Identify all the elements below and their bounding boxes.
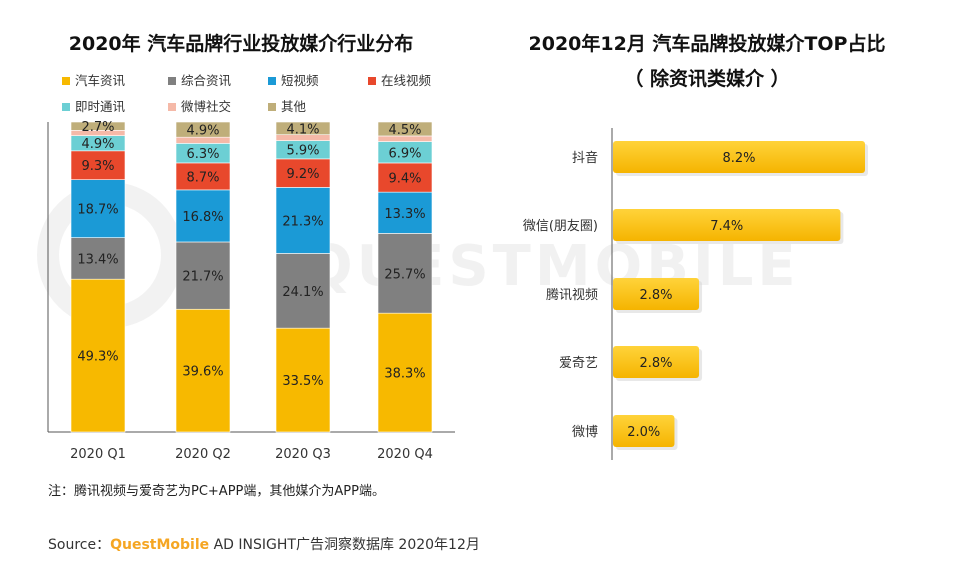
source-prefix: Source： [48,537,111,553]
x-tick-label-2: 2020 Q2 [175,447,231,462]
segment-label-q1-s3: 18.7% [77,203,118,218]
bar-segment-q3-s2 [275,253,331,329]
segment-label-q2-s4: 8.7% [186,170,219,185]
segment-label-q4-s3: 13.3% [384,207,425,222]
legend-swatch-2 [168,77,176,85]
x-tick-label-1: 2020 Q1 [70,447,126,462]
segment-label-q1-s2: 13.4% [77,252,118,267]
segment-label-q3-s7: 4.1% [286,122,319,137]
source-line: Source：QuestMobile AD INSIGHT广告洞察数据库 202… [48,534,480,554]
right-chart-title-line1: 2020年12月 汽车品牌投放媒介TOP占比 [529,32,886,55]
legend-swatch-3 [268,77,276,85]
segment-label-q1-s4: 9.3% [81,159,114,174]
bar-segment-q4-s3 [377,191,433,234]
bar-segment-q1-s7 [70,121,126,131]
bar-segment-q2-s4 [175,162,231,191]
segment-label-q2-s2: 21.7% [182,270,223,285]
segment-label-q2-s3: 16.8% [182,210,223,225]
segment-label-q2-s1: 39.6% [182,365,223,380]
segment-label-q1-s5: 4.9% [81,137,114,152]
horizontal-bar-chart: 8.2% 抖音 7.4% 微信(朋友圈) 2.8% 腾讯视频 2.8% 爱奇艺 2.0% 微博 [523,128,868,460]
bar-segment-q3-s7 [275,121,331,136]
hbar-value-2: 7.4% [710,219,743,234]
bar-segment-q4-s4 [377,162,433,193]
segment-label-q4-s7: 4.5% [388,123,421,138]
legend-label-7: 其他 [281,99,307,114]
legend-swatch-1 [62,77,70,85]
legend-label-1: 汽车资讯 [75,73,126,88]
hbar-value-3: 2.8% [640,288,673,303]
x-tick-label-3: 2020 Q3 [275,447,331,462]
legend-swatch-4 [368,77,376,85]
segment-label-q1-s1: 49.3% [77,350,118,365]
hbar-value-4: 2.8% [640,356,673,371]
legend-swatch-5 [62,103,70,111]
hbar-4 [613,346,700,378]
hbar-category-4: 爱奇艺 [559,355,598,371]
bar-segment-q2-s7 [175,121,231,138]
hbar-category-1: 抖音 [572,150,598,166]
bar-segment-q4-s7 [377,121,433,137]
source-brand: QuestMobile [110,537,210,553]
bar-segment-q3-s1 [275,327,331,433]
segment-label-q3-s5: 5.9% [286,144,319,159]
bar-segment-q1-s1 [70,278,126,433]
segment-label-q3-s4: 9.2% [286,167,319,182]
hbar-category-5: 微博 [572,425,598,440]
hbar-value-1: 8.2% [722,151,755,166]
hbar-value-5: 2.0% [627,425,660,440]
bar-segment-q3-s3 [275,187,331,254]
legend-swatch-7 [268,103,276,111]
segment-label-q4-s5: 6.9% [388,146,421,161]
legend-label-2: 综合资讯 [181,73,232,88]
footnote: 注：腾讯视频与爱奇艺为PC+APP端，其他媒介为APP端。 [48,484,385,499]
hbar-category-3: 腾讯视频 [546,287,598,303]
stacked-bar-chart: 49.3% 13.4% 18.7% 9.3% 4.9% 2.7% 2020 Q1 39.6% 2… [47,120,455,462]
x-tick-label-4: 2020 Q4 [377,447,433,462]
segment-label-q4-s4: 9.4% [388,172,421,187]
bar-segment-q1-s3 [70,179,126,238]
legend-label-3: 短视频 [281,73,319,88]
bar-segment-q1-s2 [70,237,126,280]
legend-label-6: 微博社交 [181,99,231,114]
bar-segment-q2-s3 [175,189,231,243]
hbar-category-2: 微信(朋友圈) [523,218,598,234]
bar-segment-q1-s4 [70,150,126,180]
segment-label-q3-s1: 33.5% [282,374,323,389]
bar-segment-q2-s2 [175,241,231,310]
segment-label-q1-s7: 2.7% [81,120,114,135]
hbar-2 [613,209,841,241]
source-suffix: AD INSIGHT广告洞察数据库 2020年12月 [209,537,480,553]
legend-label-4: 在线视频 [381,73,432,88]
right-chart-title-line2: （ 除资讯类媒介 ） [624,67,789,90]
bar-segment-q2-s1 [175,308,231,433]
hbar-5 [613,415,675,447]
left-chart-title: 2020年 汽车品牌行业投放媒介行业分布 [69,32,414,55]
hbar-1 [613,141,865,173]
hbar-3 [613,278,700,310]
segment-label-q4-s1: 38.3% [384,367,425,382]
segment-label-q4-s2: 25.7% [384,267,425,282]
segment-label-q3-s3: 21.3% [282,214,323,229]
bar-segment-q4-s2 [377,233,433,314]
segment-label-q3-s2: 24.1% [282,285,323,300]
segment-label-q2-s7: 4.9% [186,124,219,139]
segment-label-q2-s5: 6.3% [186,147,219,162]
legend-swatch-6 [168,103,176,111]
legend-label-5: 即时通讯 [75,99,126,114]
